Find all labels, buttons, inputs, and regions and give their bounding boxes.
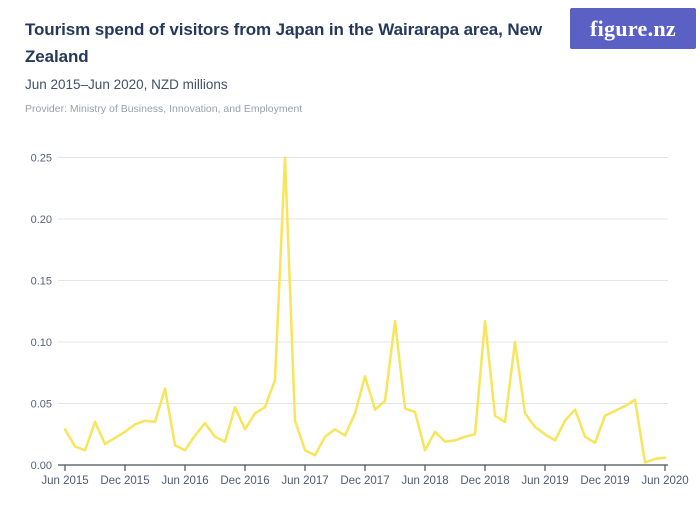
- chart-header: Tourism spend of visitors from Japan in …: [25, 16, 570, 115]
- chart-title: Tourism spend of visitors from Japan in …: [25, 20, 543, 67]
- provider-attribution: Provider: Ministry of Business, Innovati…: [25, 103, 303, 116]
- chart-subtitle: Jun 2015–Jun 2020, NZD millions: [25, 77, 228, 93]
- x-axis-tick-label: Jun 2015: [41, 475, 88, 487]
- tourism-spend-line: [63, 156, 667, 464]
- x-axis-tick-label: Jun 2020: [641, 475, 688, 487]
- x-axis-tick-label: Dec 2018: [460, 475, 509, 487]
- y-axis-tick-label: 0.05: [31, 399, 52, 411]
- y-axis-tick-label: 0.00: [31, 460, 52, 472]
- x-axis-tick-label: Dec 2017: [340, 475, 389, 487]
- y-axis-tick-label: 0.20: [31, 214, 52, 226]
- x-axis-tick-label: Jun 2016: [161, 475, 208, 487]
- y-axis-tick-label: 0.10: [31, 337, 52, 349]
- x-axis-tick-label: Dec 2019: [580, 475, 629, 487]
- y-axis-tick-label: 0.25: [31, 153, 52, 165]
- x-axis-tick-label: Jun 2018: [401, 475, 448, 487]
- x-axis-tick-label: Dec 2015: [100, 475, 149, 487]
- y-axis-tick-label: 0.15: [31, 276, 52, 288]
- x-axis-tick-label: Jun 2019: [521, 475, 568, 487]
- x-axis-tick-label: Jun 2017: [281, 475, 328, 487]
- figurenz-logo-text: figure.nz: [589, 15, 676, 41]
- figurenz-logo[interactable]: figure.nz: [570, 8, 696, 49]
- x-axis-tick-label: Dec 2016: [220, 475, 269, 487]
